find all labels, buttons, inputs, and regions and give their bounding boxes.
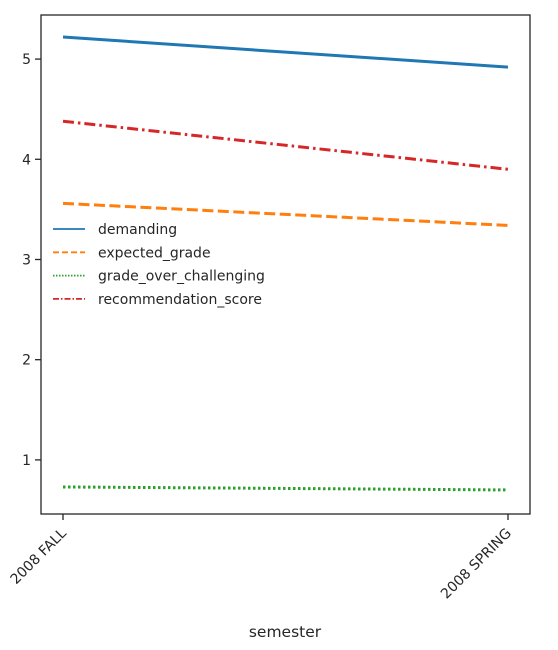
series-line-expected-grade [62,201,509,227]
series-line-grade-over-challenging [62,485,509,492]
series-line-demanding [62,35,509,69]
y-tick-label: 1 [22,453,31,469]
series-layer [62,35,509,492]
y-tick-label: 3 [22,252,31,268]
legend-label-recommendation-score: recommendation_score [98,292,262,308]
plot-frame [40,14,531,515]
series-line-recommendation-score [62,119,509,171]
y-axis: 1 2 3 4 5 [22,52,41,469]
y-tick-label: 2 [22,353,31,369]
legend-label-grade-over-challenging: grade_over_challenging [98,269,265,285]
y-tick-label: 4 [22,152,31,168]
legend-label-demanding: demanding [98,222,177,238]
x-axis-label: semester [249,623,322,641]
legend: demanding expected_grade grade_over_challe… [53,222,265,308]
y-tick-label: 5 [22,52,31,68]
legend-label-expected-grade: expected_grade [98,245,211,261]
